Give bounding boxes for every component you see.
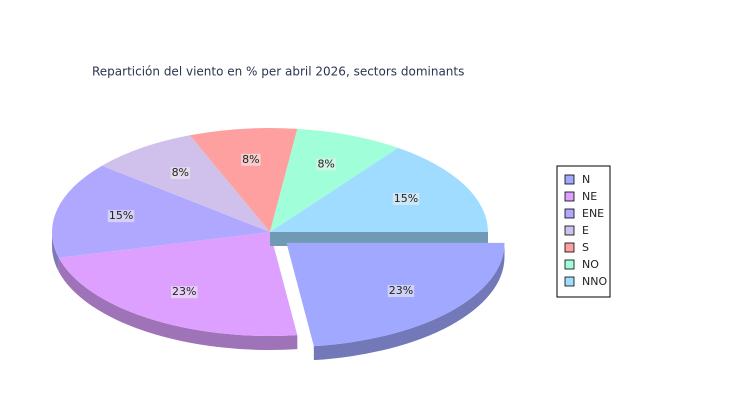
legend-swatch: [564, 174, 575, 185]
slice-face: [270, 232, 488, 246]
value-label-bg: [387, 285, 415, 298]
slice: [58, 232, 298, 336]
slice: [102, 135, 271, 232]
value-label: 8%: [317, 157, 334, 170]
legend-swatch: [564, 191, 575, 202]
legend-swatch: [564, 208, 575, 219]
value-label-bg: [107, 210, 135, 223]
value-label: 8%: [172, 166, 189, 179]
value-label-bg: [316, 158, 336, 171]
legend-label: NE: [582, 190, 597, 203]
value-label-bg: [392, 192, 420, 205]
legend-label: E: [582, 224, 589, 237]
value-label: 15%: [109, 209, 133, 222]
slice: [52, 165, 270, 258]
slice: [189, 127, 298, 232]
slice-side: [58, 257, 298, 350]
legend-swatch: [564, 242, 575, 253]
slice-side: [52, 232, 59, 272]
legend-swatch: [564, 276, 575, 287]
slice: [270, 147, 488, 232]
legend-label: ENE: [582, 207, 604, 220]
value-label-bg: [170, 167, 191, 180]
legend-swatch: [564, 259, 575, 270]
slice-side: [313, 242, 505, 361]
value-label: 23%: [389, 284, 413, 297]
chart-title: Repartición del viento en % per abril 20…: [92, 65, 464, 79]
value-label: 23%: [172, 285, 196, 298]
value-label: 8%: [242, 153, 259, 166]
legend-label: NNO: [582, 275, 607, 288]
value-label-bg: [170, 286, 198, 299]
legend-swatch: [564, 225, 575, 236]
value-label: 15%: [394, 192, 418, 205]
legend-label: S: [582, 241, 589, 254]
slice: [270, 128, 399, 232]
value-label-bg: [241, 153, 261, 166]
legend-label: NO: [582, 258, 599, 271]
legend-label: N: [582, 173, 590, 186]
